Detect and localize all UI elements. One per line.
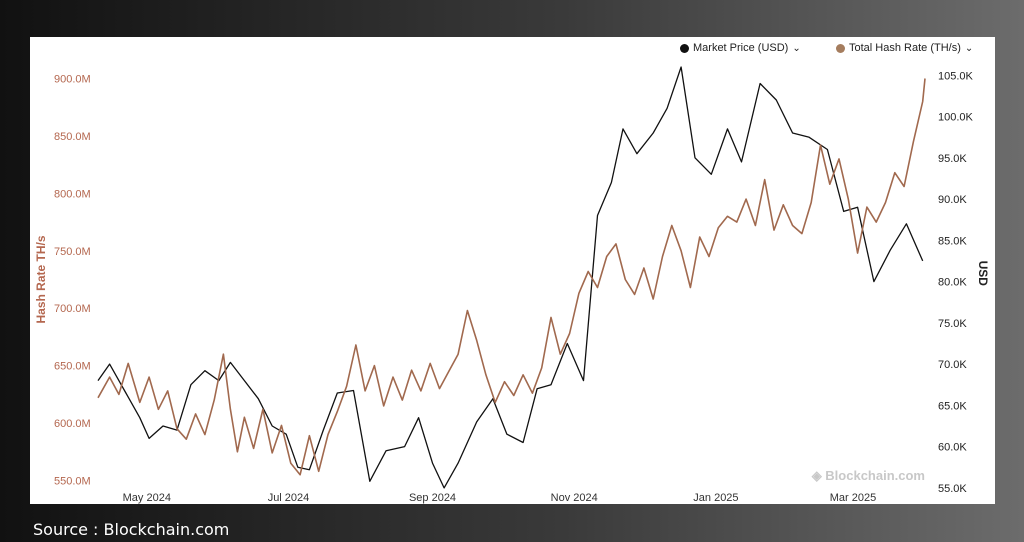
left-tick-label: 850.0M (54, 131, 91, 143)
x-tick-label: Jul 2024 (268, 492, 310, 504)
right-tick-label: 60.0K (938, 442, 967, 454)
chevron-down-icon: ⌄ (792, 42, 801, 54)
x-tick-label: Jan 2025 (693, 492, 738, 504)
x-tick-label: Sep 2024 (409, 492, 456, 504)
chart-panel: ◈ Blockchain.com 550.0M 600.0M 650.0M 700.0M… (30, 37, 995, 504)
left-tick-label: 550.0M (54, 476, 91, 488)
right-tick-label: 75.0K (938, 318, 967, 330)
source-caption: Source : Blockchain.com (33, 520, 230, 539)
left-tick-label: 700.0M (54, 303, 91, 315)
right-tick-label: 65.0K (938, 400, 967, 412)
price-dot-icon (680, 43, 689, 53)
hashrate-series-line (97, 78, 926, 476)
right-tick-label: 100.0K (938, 112, 974, 124)
x-tick-label: Nov 2024 (551, 492, 598, 504)
right-tick-label: 85.0K (938, 235, 967, 247)
hashrate-dot-icon (836, 43, 845, 53)
right-tick-label: 55.0K (938, 483, 967, 495)
x-tick-label: May 2024 (123, 492, 171, 504)
left-tick-label: 600.0M (54, 418, 91, 430)
y-right-axis-label: USD (976, 261, 990, 287)
left-tick-label: 800.0M (54, 188, 91, 200)
chart-svg: ◈ Blockchain.com 550.0M 600.0M 650.0M 700.0M… (34, 66, 990, 504)
chevron-down-icon: ⌄ (964, 42, 974, 54)
x-tick-label: Mar 2025 (830, 492, 876, 504)
right-tick-label: 70.0K (938, 359, 967, 371)
right-tick-label: 80.0K (938, 277, 967, 289)
right-tick-label: 95.0K (938, 153, 967, 165)
watermark: ◈ Blockchain.com (811, 468, 925, 483)
right-tick-label: 105.0K (938, 70, 974, 82)
y-left-axis-label: Hash Rate TH/s (34, 235, 48, 323)
left-tick-label: 650.0M (54, 361, 91, 373)
price-series-line (97, 66, 924, 489)
legend-price-label: Market Price (USD) (693, 42, 789, 54)
left-tick-label: 900.0M (54, 73, 91, 85)
legend-hashrate[interactable]: Total Hash Rate (TH/s) ⌄ (836, 42, 973, 54)
left-tick-label: 750.0M (54, 246, 91, 258)
right-tick-label: 90.0K (938, 194, 967, 206)
legend-hashrate-label: Total Hash Rate (TH/s) (849, 42, 961, 54)
legend-price[interactable]: Market Price (USD) ⌄ (680, 42, 801, 54)
